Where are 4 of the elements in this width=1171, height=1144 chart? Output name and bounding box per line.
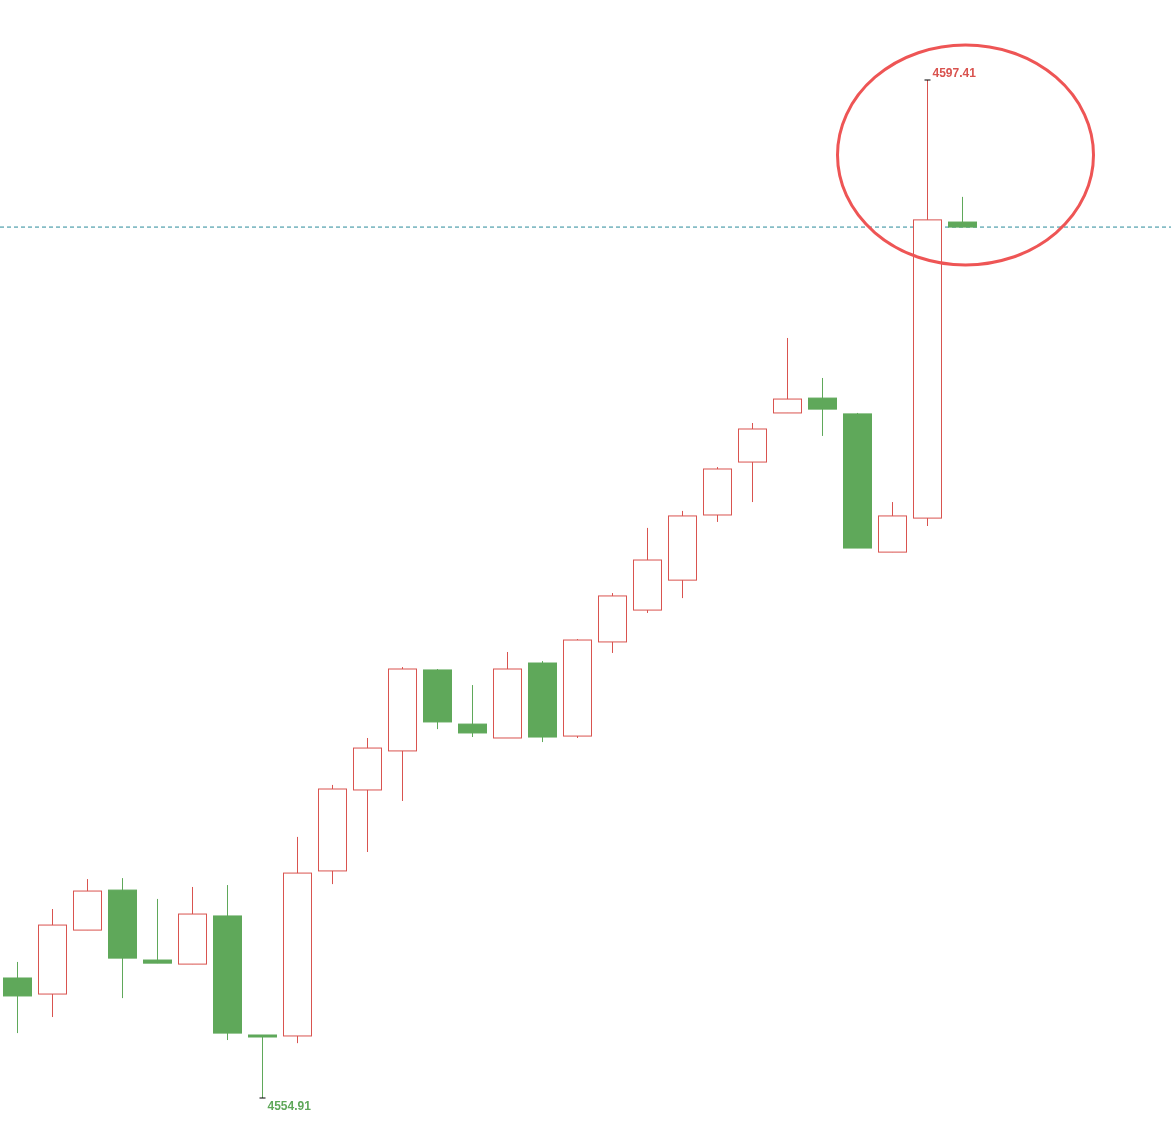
text: 4554.91	[267, 1099, 312, 1113]
candlestick	[248, 1034, 277, 1099]
candlestick	[143, 898, 172, 964]
annotation: 4597.41	[932, 66, 977, 80]
